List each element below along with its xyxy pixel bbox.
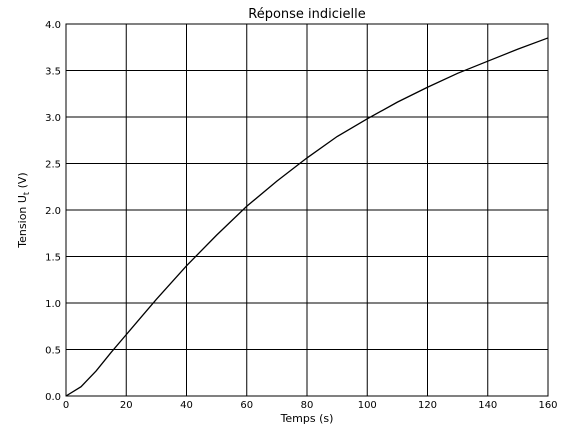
y-axis-title-prefix: Tension U bbox=[16, 195, 29, 249]
x-tick-label: 0 bbox=[63, 400, 69, 411]
y-tick-label: 2.5 bbox=[45, 160, 61, 171]
x-tick-label: 140 bbox=[478, 400, 497, 411]
x-tick-label: 60 bbox=[240, 400, 253, 411]
x-axis-title: Temps (s) bbox=[280, 412, 334, 425]
y-tick-label: 0.0 bbox=[45, 392, 61, 403]
y-axis-title: Tension Ut (V) bbox=[16, 172, 31, 248]
y-tick-label: 1.0 bbox=[45, 299, 61, 310]
y-axis-title-subscript: t bbox=[22, 192, 31, 195]
x-tick-label: 80 bbox=[301, 400, 314, 411]
y-tick-label: 3.0 bbox=[45, 113, 61, 124]
x-tick-label: 40 bbox=[180, 400, 193, 411]
x-tick-label: 160 bbox=[538, 400, 557, 411]
x-tick-label: 120 bbox=[418, 400, 437, 411]
y-tick-label: 0.5 bbox=[45, 346, 61, 357]
x-tick-label: 20 bbox=[120, 400, 133, 411]
y-tick-label: 3.5 bbox=[45, 67, 61, 78]
series-layer bbox=[65, 37, 549, 397]
plot-frame bbox=[65, 23, 549, 397]
y-tick-label: 2.0 bbox=[45, 206, 61, 217]
y-tick-label: 1.5 bbox=[45, 253, 61, 264]
grid bbox=[66, 24, 548, 396]
series-line bbox=[65, 37, 549, 397]
x-tick-label: 100 bbox=[358, 400, 377, 411]
y-axis-title-suffix: (V) bbox=[16, 172, 29, 192]
chart-title: Réponse indicielle bbox=[248, 7, 366, 22]
tick-labels: 0 20 40 60 80 100 120 140 160 0.0 0.5 1.0 1.5 2.0 2.5 3… bbox=[45, 20, 557, 411]
y-tick-label: 4.0 bbox=[45, 20, 61, 31]
